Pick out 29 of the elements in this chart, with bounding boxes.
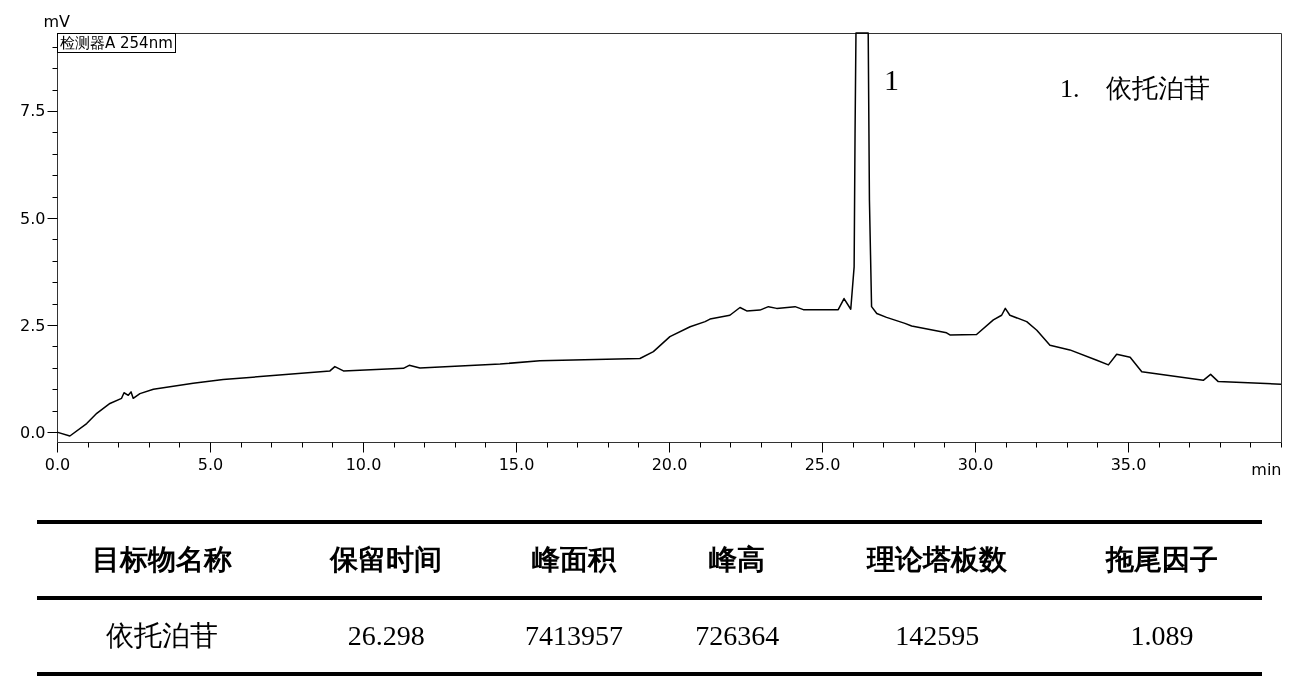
- y-tick-label: 2.5: [20, 315, 46, 335]
- annotation: 1: [884, 63, 899, 96]
- y-axis-title: mV: [43, 11, 71, 31]
- y-tick-label: 7.5: [20, 101, 46, 121]
- text: 726364: [661, 598, 813, 674]
- x-axis-title: min: [1251, 459, 1282, 479]
- text: 保留时间: [286, 522, 487, 598]
- x-tick-label: 35.0: [1110, 454, 1147, 474]
- text: 目标物名称: [37, 522, 287, 598]
- x-tick-label: 15.0: [498, 454, 535, 474]
- x-tick-label: 10.0: [345, 454, 382, 474]
- y-tick-label: 5.0: [20, 208, 46, 228]
- text: 峰高: [661, 522, 813, 598]
- y-tick-label: 0.0: [20, 422, 46, 442]
- text: 依托泊苷: [37, 598, 287, 674]
- annotation: 检测器A 254nm: [57, 33, 176, 53]
- text: 峰面积: [486, 522, 662, 598]
- text: 7413957: [486, 598, 662, 674]
- text: 142595: [812, 598, 1062, 674]
- annotation: 1. 依托泊苷: [1060, 74, 1210, 103]
- x-tick-label: 5.0: [197, 454, 224, 474]
- x-tick-label: 20.0: [651, 454, 688, 474]
- x-tick-label: 30.0: [957, 454, 994, 474]
- x-tick-label: 0.0: [44, 454, 71, 474]
- text: 拖尾因子: [1061, 522, 1262, 598]
- text: 26.298: [286, 598, 487, 674]
- text: 1.089: [1061, 598, 1262, 674]
- text: 理论塔板数: [812, 522, 1062, 598]
- x-tick-label: 25.0: [804, 454, 841, 474]
